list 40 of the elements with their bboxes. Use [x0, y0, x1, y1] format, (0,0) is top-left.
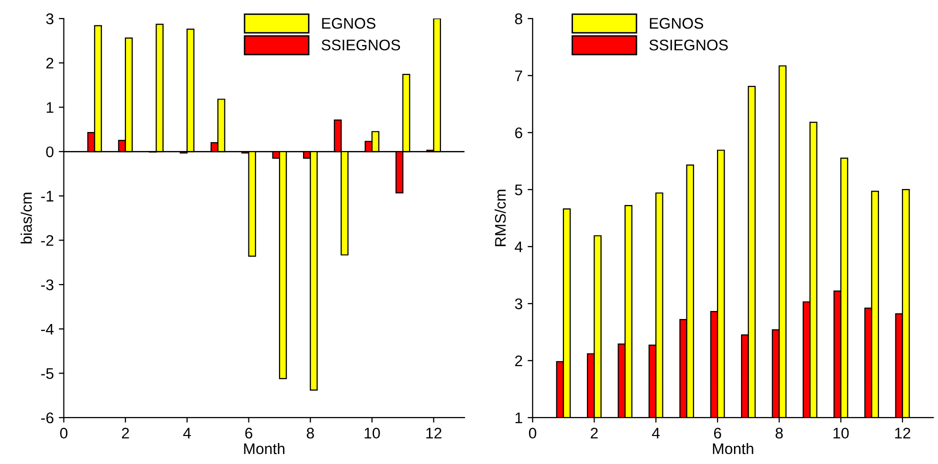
x-tick-label: 10 — [834, 428, 849, 439]
x-tick-label: 4 — [652, 428, 660, 438]
x-tick-label: 8 — [306, 428, 314, 439]
y-tick-label: 8 — [515, 13, 522, 24]
x-tick-label: 2 — [122, 428, 129, 438]
x-tick-label: 0 — [528, 428, 536, 439]
x-tick-label: 2 — [590, 428, 598, 438]
y-tick-label: 5 — [515, 184, 522, 196]
y-tick-label: -5 — [41, 368, 54, 379]
x-tick-label: 6 — [245, 428, 252, 439]
x-tick-label: 12 — [895, 428, 910, 438]
y-tick-label: 1 — [46, 102, 54, 113]
x-axis-title: Month — [244, 442, 284, 454]
y-axis-title: RMS/cm — [494, 190, 506, 246]
y-tick-label: 1 — [516, 412, 522, 424]
legend-label: SSIEGNOS — [649, 40, 728, 50]
y-tick-label: 0 — [46, 146, 54, 158]
y-tick-label: 6 — [515, 127, 522, 138]
legend-label: SSIEGNOS — [322, 40, 400, 50]
x-tick-label: 8 — [776, 428, 783, 439]
y-tick-label: 2 — [46, 58, 54, 68]
y-tick-label: -6 — [41, 412, 54, 424]
x-tick-label: 12 — [426, 428, 442, 438]
x-tick-label: 0 — [60, 428, 68, 439]
y-tick-label: 7 — [515, 70, 522, 82]
y-axis-title: bias/cm — [20, 192, 32, 244]
legend-label: EGNOS — [650, 18, 704, 29]
y-tick-label: 4 — [514, 242, 522, 252]
legend-label: EGNOS — [322, 18, 376, 29]
x-tick-label: 6 — [714, 428, 722, 439]
x-axis-title: Month — [712, 442, 754, 454]
y-tick-label: 3 — [46, 13, 54, 24]
y-tick-label: 2 — [515, 355, 522, 366]
x-tick-label: 4 — [183, 428, 191, 438]
y-tick-label: -3 — [41, 279, 54, 290]
y-tick-label: -1 — [41, 190, 54, 202]
y-tick-label: 3 — [514, 298, 522, 310]
y-tick-label: -2 — [41, 235, 54, 246]
x-tick-label: 10 — [364, 428, 380, 439]
y-tick-label: -4 — [41, 324, 54, 334]
